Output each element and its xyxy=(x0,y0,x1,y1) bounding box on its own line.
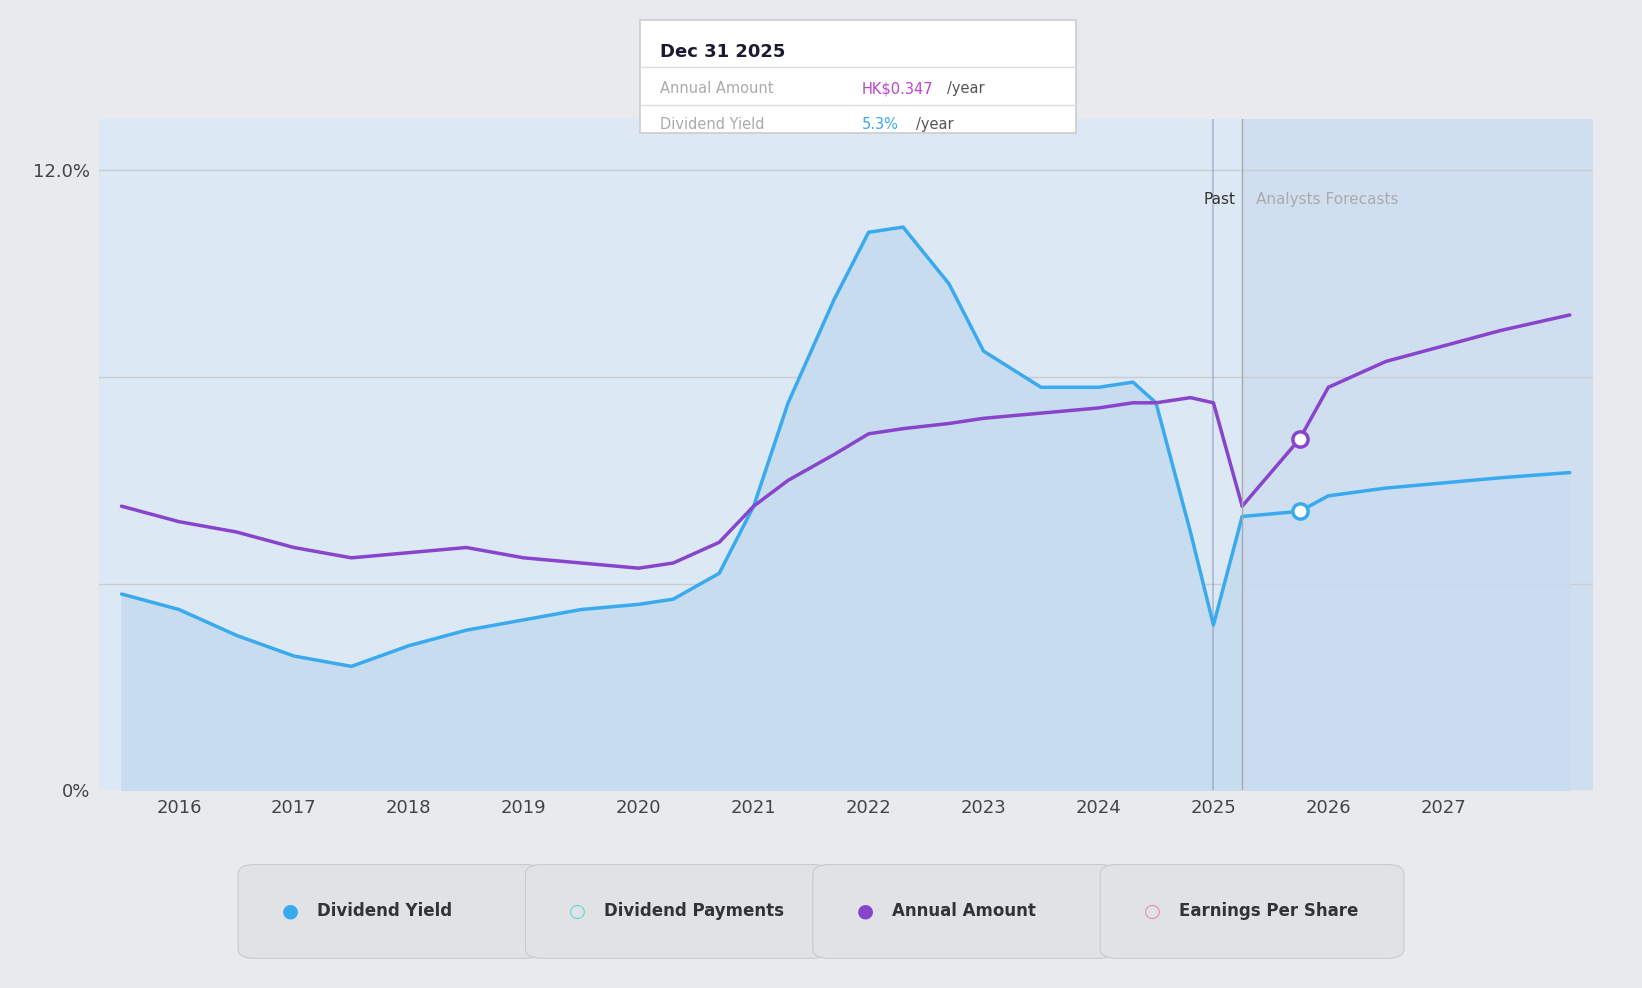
Text: ●: ● xyxy=(857,902,874,921)
Text: Analysts Forecasts: Analysts Forecasts xyxy=(1256,192,1399,206)
Text: Annual Amount: Annual Amount xyxy=(892,902,1036,921)
Text: /year: /year xyxy=(947,81,985,97)
Text: ○: ○ xyxy=(570,902,586,921)
Text: Dividend Yield: Dividend Yield xyxy=(317,902,452,921)
Text: Dividend Payments: Dividend Payments xyxy=(604,902,785,921)
Text: /year: /year xyxy=(916,117,954,132)
Text: Past: Past xyxy=(1204,192,1235,206)
Bar xyxy=(1241,119,1593,790)
Text: ●: ● xyxy=(282,902,299,921)
Text: Dec 31 2025: Dec 31 2025 xyxy=(660,43,785,61)
Text: ○: ○ xyxy=(1144,902,1161,921)
Text: 5.3%: 5.3% xyxy=(862,117,898,132)
Text: HK$0.347: HK$0.347 xyxy=(862,81,934,97)
Text: Annual Amount: Annual Amount xyxy=(660,81,773,97)
Text: Earnings Per Share: Earnings Per Share xyxy=(1179,902,1358,921)
Text: Dividend Yield: Dividend Yield xyxy=(660,117,765,132)
